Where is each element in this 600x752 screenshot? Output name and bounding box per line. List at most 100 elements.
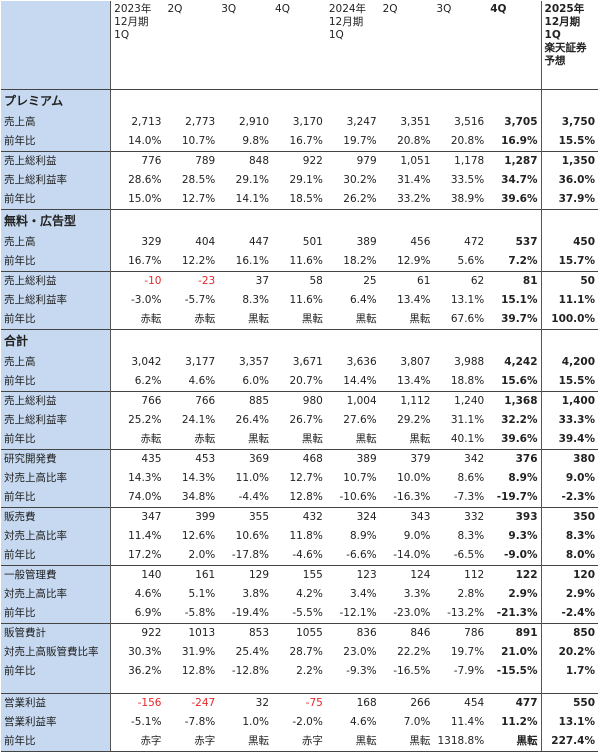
row-label: 前年比: [1, 488, 112, 508]
value-cell: 11.0%: [235, 472, 270, 484]
table-row: 販売費 347 399 355 432 324 343 332 393 350: [1, 507, 598, 527]
value-cell: 100.0%: [551, 313, 595, 325]
value-cell: 3,988: [454, 356, 485, 368]
empty-cell: [541, 209, 598, 233]
row-label: 売上総利益: [1, 391, 112, 411]
value-cell: 39.7%: [487, 310, 542, 330]
table-row: 一般管理費 140 161 129 155 123 124 112 122 120: [1, 565, 598, 585]
value-cell: 472: [464, 236, 485, 248]
row-label: 対売上高比率: [1, 469, 112, 488]
value-cell: 7.2%: [487, 252, 542, 272]
value-cell: 3,351: [400, 116, 431, 128]
value-cell: 12.9%: [397, 255, 431, 267]
value-cell: -2.3%: [561, 491, 595, 503]
value-cell: 6.0%: [242, 375, 270, 387]
value-cell: 8.3%: [565, 530, 595, 542]
empty-cell: [379, 329, 434, 353]
value-cell: 34.7%: [487, 171, 542, 190]
empty-cell: [164, 89, 219, 113]
table-row: 前年比 74.0% 34.8% -4.4% 12.8% -10.6% -16.3% -7.3%…: [1, 488, 598, 508]
value-cell: 1,368: [487, 391, 542, 411]
value-cell: 1055: [272, 623, 326, 643]
value-cell: 11.6%: [289, 294, 323, 306]
value-cell: 30.3%: [128, 646, 162, 658]
value-cell: 550: [541, 693, 598, 713]
table-row: 前年比 14.0% 10.7% 9.8% 16.7% 19.7% 20.8% 20.8% 16.…: [1, 132, 598, 152]
table-row: 営業利益 -156 -247 32 -75 168 266 454 477 550: [1, 693, 598, 713]
value-cell: -247: [164, 693, 219, 713]
value-cell: -15.5%: [487, 662, 542, 681]
value-cell: 155: [272, 565, 326, 585]
value-cell: 3,042: [131, 356, 162, 368]
value-cell: 380: [541, 449, 598, 469]
row-label: 対売上高販管費比率: [1, 643, 112, 662]
value-cell: -16.5%: [393, 665, 431, 677]
section-header-row: 合計: [1, 329, 598, 353]
value-cell: 836: [325, 623, 380, 643]
value-cell: 850: [541, 623, 598, 643]
row-label: 販管費計: [1, 623, 112, 643]
value-cell: 13.4%: [397, 375, 431, 387]
value-cell: 58: [272, 271, 326, 291]
value-cell: -2.0%: [292, 716, 323, 728]
value-cell: 766: [110, 391, 165, 411]
value-cell: -5.8%: [184, 607, 216, 619]
value-cell: 393: [487, 507, 542, 527]
value-cell: 3,671: [292, 356, 323, 368]
value-cell: 34.8%: [181, 491, 216, 503]
value-cell: -6.6%: [346, 549, 377, 561]
value-cell: 122: [487, 565, 542, 585]
value-cell: 4,242: [487, 353, 542, 372]
row-label: 売上総利益率: [1, 171, 112, 190]
value-cell: -10.6%: [339, 491, 377, 503]
value-cell: 12.7%: [181, 193, 216, 205]
empty-cell: [433, 329, 488, 353]
empty-cell: [433, 209, 488, 233]
spacer-label: [1, 681, 112, 694]
value-cell: -17.8%: [231, 549, 270, 561]
row-label: 営業利益率: [1, 713, 112, 732]
value-cell: 11.4%: [128, 530, 162, 542]
value-cell: 3,247: [346, 116, 377, 128]
empty-cell: [325, 89, 380, 113]
value-cell: 355: [218, 507, 273, 527]
value-cell: 1,178: [433, 151, 488, 171]
value-cell: 766: [164, 391, 219, 411]
table-row: 売上総利益 766 766 885 980 1,004 1,112 1,240 1,368 1,4…: [1, 391, 598, 411]
table-row: 前年比 36.2% 12.8% -12.8% 2.2% -9.3% -16.5% -7.9% -…: [1, 662, 598, 681]
section-header-row: 無料・広告型: [1, 209, 598, 233]
value-cell: -5.7%: [184, 294, 216, 306]
value-cell: 6.4%: [349, 294, 377, 306]
header-cell: 2Q: [164, 1, 219, 90]
value-cell: -3.0%: [130, 294, 162, 306]
table-row: 対売上高比率 4.6% 5.1% 3.8% 4.2% 3.4% 3.3% 2.8% 2.9% 2.…: [1, 585, 598, 604]
empty-cell: [110, 89, 165, 113]
value-cell: 8.3%: [457, 530, 485, 542]
value-cell: 4.2%: [296, 588, 323, 600]
value-cell: 2,773: [185, 116, 216, 128]
value-cell: 36.0%: [558, 174, 595, 186]
value-cell: -7.8%: [184, 716, 216, 728]
empty-cell: [326, 681, 380, 694]
value-cell: 20.2%: [558, 646, 595, 658]
header-cell: 4Q: [487, 1, 542, 90]
value-cell: 10.0%: [397, 472, 431, 484]
value-cell: 324: [325, 507, 380, 527]
value-cell: 342: [433, 449, 488, 469]
row-label: 売上高: [1, 113, 112, 132]
value-cell: -2.4%: [561, 607, 595, 619]
value-cell: 28.5%: [181, 174, 216, 186]
table-row: 対売上高販管費比率 30.3% 31.9% 25.4% 28.7% 23.0% 22.2% 1…: [1, 643, 598, 662]
value-cell: 140: [110, 565, 165, 585]
value-cell: -156: [110, 693, 165, 713]
value-cell: 124: [379, 565, 434, 585]
empty-cell: [218, 89, 273, 113]
value-cell: 1.0%: [242, 716, 270, 728]
value-cell: 黒転: [487, 732, 542, 752]
empty-cell: [218, 209, 273, 233]
value-cell: 赤字: [164, 732, 219, 752]
value-cell: -21.3%: [487, 604, 542, 624]
value-cell: 11.1%: [558, 294, 595, 306]
empty-cell: [110, 329, 165, 353]
